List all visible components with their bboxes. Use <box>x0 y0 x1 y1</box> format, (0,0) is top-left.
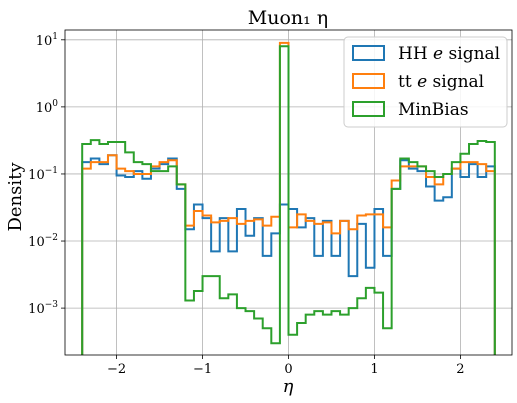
legend-label-tt: tt e signal <box>398 72 484 92</box>
y-tick-label: 10−3 <box>28 300 58 317</box>
histogram-series <box>81 41 496 355</box>
series-minbias-step <box>81 45 496 355</box>
legend-swatch-hh <box>352 45 385 61</box>
legend-swatch-tt <box>352 73 385 89</box>
y-axis-label: Density <box>5 162 26 232</box>
legend: HH e signal tt e signal MinBias <box>343 36 508 128</box>
x-tick-label: 2 <box>456 362 464 377</box>
x-tick-label: 0 <box>284 362 292 377</box>
legend-label-minbias: MinBias <box>398 100 469 120</box>
axis-ticks: −2 −1 0 1 2 10−3 10−2 10−1 100 101 <box>28 32 464 377</box>
y-tick-label: 101 <box>36 32 58 49</box>
y-tick-label: 10−1 <box>28 166 58 183</box>
y-tick-label: 10−2 <box>28 233 58 250</box>
chart-title: Muon₁ η <box>248 7 328 29</box>
series-tt-step <box>81 41 496 355</box>
legend-swatch-minbias <box>352 101 385 117</box>
x-tick-label: −1 <box>193 362 212 377</box>
legend-label-hh: HH e signal <box>398 44 500 64</box>
x-axis-label: η <box>283 376 294 397</box>
x-tick-label: −2 <box>107 362 126 377</box>
x-tick-label: 1 <box>370 362 378 377</box>
y-tick-label: 100 <box>36 99 59 116</box>
